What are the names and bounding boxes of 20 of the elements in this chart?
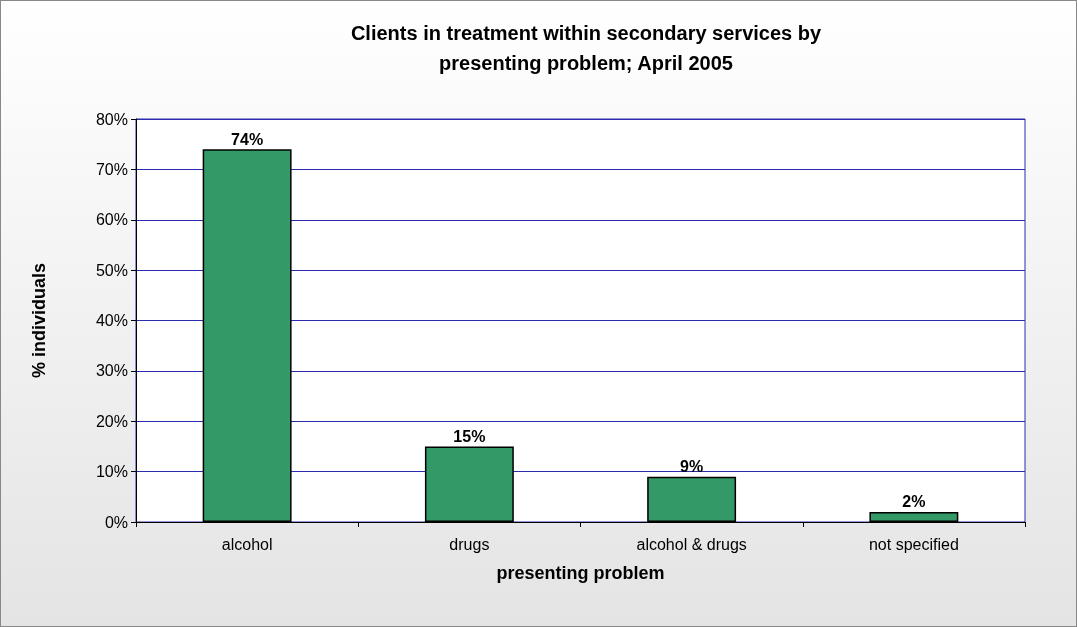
y-tick-label: 0% bbox=[104, 513, 128, 531]
x-tick-label: alcohol & drugs bbox=[636, 535, 747, 553]
chart-title: Clients in treatment within secondary services by presenting problem; April 2005 bbox=[350, 22, 822, 74]
x-tick-label: alcohol bbox=[221, 535, 273, 553]
y-tick-label: 50% bbox=[95, 261, 128, 279]
y-tick-label: 40% bbox=[95, 312, 128, 329]
y-axis-title: % individuals bbox=[29, 262, 49, 379]
x-axis-title: presenting problem bbox=[496, 563, 665, 583]
y-tick-label: 80% bbox=[95, 110, 128, 128]
y-tick-label: 70% bbox=[95, 160, 128, 178]
y-tick-label: 10% bbox=[95, 463, 128, 481]
data-label: 74% bbox=[231, 130, 264, 148]
data-label: 2% bbox=[902, 493, 926, 511]
x-tick-label: drugs bbox=[449, 535, 490, 553]
data-label: 9% bbox=[680, 458, 704, 476]
data-label: 15% bbox=[453, 427, 486, 445]
y-tick-label: 60% bbox=[95, 211, 128, 229]
x-tick-label: not specified bbox=[868, 535, 959, 553]
y-tick-label: 20% bbox=[95, 412, 128, 430]
y-tick-label: 30% bbox=[95, 362, 128, 380]
